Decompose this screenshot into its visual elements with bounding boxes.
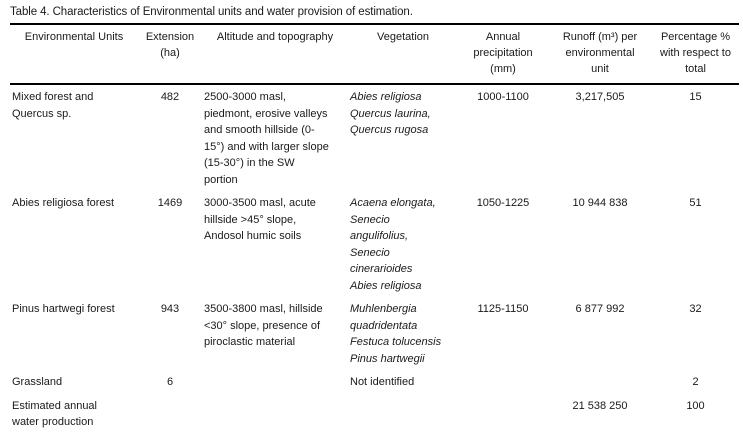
cell-percentage: 2 xyxy=(692,376,699,388)
cell-altitude xyxy=(202,370,348,394)
col-header-vegetation: Vegetation xyxy=(348,24,458,85)
cell-precipitation xyxy=(458,370,548,394)
characteristics-table: Environmental Units Extension (ha) Altit… xyxy=(10,23,739,434)
cell-runoff: 3,217,505 xyxy=(575,91,625,103)
col-header-annual-precipitation: Annual precipitation (mm) xyxy=(458,24,548,85)
cell-vegetation: Not identified xyxy=(350,376,415,388)
cell-environmental-unit: Abies religiosa forest xyxy=(12,197,115,209)
cell-extension: 1469 xyxy=(157,197,183,209)
cell-vegetation: Muhlenbergia quadridentata Festuca toluc… xyxy=(350,303,442,365)
cell-altitude xyxy=(202,394,348,434)
table-row: Grassland 6 Not identified 2 xyxy=(10,370,739,394)
cell-precipitation xyxy=(458,394,548,434)
col-header-altitude-topography: Altitude and topography xyxy=(202,24,348,85)
col-header-extension: Extension (ha) xyxy=(138,24,202,85)
col-header-runoff: Runoff (m³) per environmental unit xyxy=(548,24,652,85)
table-body: Mixed forest and Quercus sp. 482 2500-30… xyxy=(10,84,739,434)
cell-extension xyxy=(138,394,202,434)
table-row: Mixed forest and Quercus sp. 482 2500-30… xyxy=(10,84,739,191)
cell-percentage: 32 xyxy=(689,303,702,315)
cell-vegetation: Acaena elongata, Senecio angulifolius, S… xyxy=(350,197,436,292)
cell-runoff: 10 944 838 xyxy=(572,197,628,209)
cell-runoff: 21 538 250 xyxy=(572,399,628,412)
col-header-percentage: Percentage % with respect to total xyxy=(652,24,739,85)
cell-environmental-unit: Mixed forest and Quercus sp. xyxy=(12,91,94,120)
cell-percentage: 51 xyxy=(689,197,702,209)
col-header-environmental-units: Environmental Units xyxy=(10,24,138,85)
cell-extension: 6 xyxy=(166,376,174,388)
cell-percentage: 100 xyxy=(686,399,705,412)
cell-runoff: 6 877 992 xyxy=(575,303,625,315)
cell-precipitation: 1125-1150 xyxy=(477,303,529,315)
cell-altitude: 3500-3800 masl, hillside <30° slope, pre… xyxy=(204,303,323,348)
table-row: Abies religiosa forest 1469 3000-3500 ma… xyxy=(10,191,739,297)
header-row: Environmental Units Extension (ha) Altit… xyxy=(10,24,739,85)
cell-extension: 943 xyxy=(160,303,180,315)
cell-runoff xyxy=(548,370,652,394)
cell-vegetation: Abies religiosa Quercus laurina, Quercus… xyxy=(350,91,431,136)
cell-vegetation xyxy=(348,394,458,434)
cell-environmental-unit: Estimated annual water production xyxy=(12,399,97,429)
cell-precipitation: 1000-1100 xyxy=(477,91,529,103)
table-header: Environmental Units Extension (ha) Altit… xyxy=(10,24,739,85)
cell-environmental-unit: Pinus hartwegi forest xyxy=(12,303,115,315)
cell-environmental-unit: Grassland xyxy=(12,376,63,388)
cell-percentage: 15 xyxy=(689,91,702,103)
table-caption: Table 4. Characteristics of Environmenta… xyxy=(10,6,413,18)
table-row: Estimated annual water production 21 538… xyxy=(10,394,739,434)
cell-altitude: 2500-3000 masl, piedmont, erosive valley… xyxy=(204,91,329,186)
table-row: Pinus hartwegi forest 943 3500-3800 masl… xyxy=(10,297,739,370)
cell-altitude: 3000-3500 masl, acute hillside >45° slop… xyxy=(204,197,316,242)
cell-precipitation: 1050-1225 xyxy=(476,197,530,209)
cell-extension: 482 xyxy=(160,91,180,103)
